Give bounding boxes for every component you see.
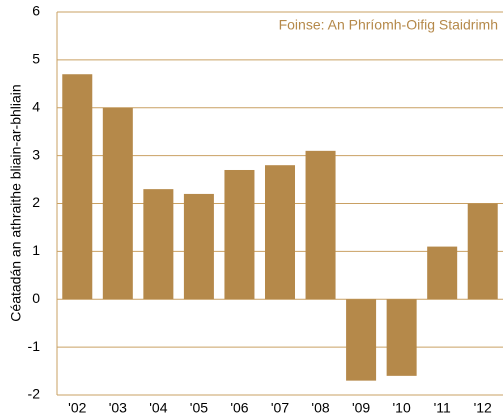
x-tick-label: '11: [434, 400, 451, 416]
bar: [346, 299, 377, 381]
y-tick-label: 1: [32, 242, 40, 258]
bar: [264, 165, 296, 300]
x-tick-label: '07: [271, 400, 289, 416]
x-tick-label: '03: [109, 400, 127, 416]
y-tick-label: 4: [32, 98, 40, 114]
bar: [143, 189, 174, 300]
y-tick-label: 3: [32, 146, 40, 162]
x-tick-label: '10: [393, 400, 411, 416]
bar: [427, 246, 458, 300]
y-tick-label: -2: [28, 386, 41, 402]
bar: [467, 203, 498, 300]
y-tick-label: 6: [32, 3, 40, 19]
bar: [183, 193, 214, 300]
x-tick-label: '12: [474, 400, 492, 416]
y-tick-label: 5: [32, 51, 40, 67]
x-tick-label: '02: [68, 400, 86, 416]
bar: [102, 107, 133, 300]
x-tick-label: '08: [311, 400, 329, 416]
y-tick-label: 2: [32, 194, 40, 210]
y-tick-label: 0: [32, 290, 40, 306]
bar: [224, 169, 255, 300]
x-tick-label: '04: [149, 400, 167, 416]
x-tick-label: '05: [190, 400, 208, 416]
y-axis-label: Céatadán an athraithe bliain-ar-bhliain: [8, 84, 24, 321]
x-tick-label: '06: [230, 400, 248, 416]
annotation: Foinse: An Phríomh-Oifig Staidrimh: [279, 17, 498, 33]
y-tick-label: -1: [28, 338, 41, 354]
bar: [386, 299, 417, 376]
bar: [305, 150, 336, 300]
x-tick-label: '09: [352, 400, 370, 416]
bar: [62, 74, 93, 300]
